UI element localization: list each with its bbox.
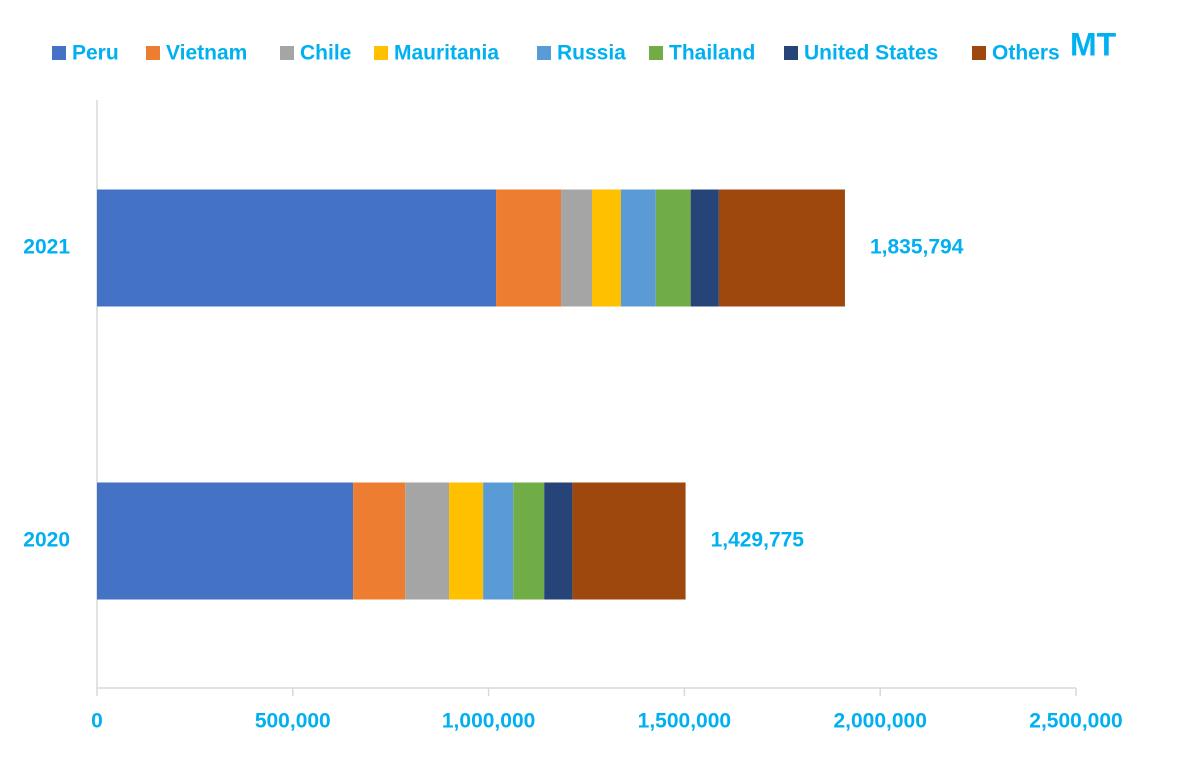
legend-label: Chile [300, 42, 351, 65]
y-tick-label: 2021 [23, 236, 70, 259]
bar-segment [449, 482, 484, 600]
bar-segment [718, 189, 845, 307]
bar-segment [572, 482, 686, 600]
bar-segment [353, 482, 406, 600]
bar-segment [97, 189, 497, 307]
legend-swatch [649, 46, 663, 60]
x-tick-label: 2,500,000 [1029, 710, 1122, 733]
bar-segment [513, 482, 545, 600]
legend-swatch [784, 46, 798, 60]
legend-swatch [537, 46, 551, 60]
unit-label: MT [1070, 26, 1117, 62]
total-label: 1,429,775 [711, 529, 805, 552]
bar-segment [591, 189, 621, 307]
bar-segment [483, 482, 514, 600]
legend-swatch [374, 46, 388, 60]
legend-label: Peru [72, 42, 119, 65]
legend-label: Vietnam [166, 42, 247, 65]
legend-swatch [52, 46, 66, 60]
x-tick-label: 500,000 [255, 710, 331, 733]
bar-segment [544, 482, 573, 600]
legend-label: United States [804, 42, 938, 65]
legend-swatch [146, 46, 160, 60]
legend-swatch [972, 46, 986, 60]
bar-segment [655, 189, 691, 307]
x-tick-label: 1,000,000 [442, 710, 535, 733]
bar-segment [561, 189, 592, 307]
legend-label: Mauritania [394, 42, 499, 65]
bar-segment [690, 189, 719, 307]
x-tick-label: 0 [91, 710, 103, 733]
bar-segment [620, 189, 656, 307]
legend-swatch [280, 46, 294, 60]
total-label: 1,835,794 [870, 236, 964, 259]
bar-segment [405, 482, 450, 600]
legend-label: Others [992, 42, 1060, 65]
bar-segment [97, 482, 354, 600]
bar-segment [496, 189, 562, 307]
legend-label: Russia [557, 42, 626, 65]
legend-label: Thailand [669, 42, 755, 65]
x-tick-label: 1,500,000 [638, 710, 731, 733]
y-tick-label: 2020 [23, 529, 70, 552]
x-tick-label: 2,000,000 [833, 710, 926, 733]
